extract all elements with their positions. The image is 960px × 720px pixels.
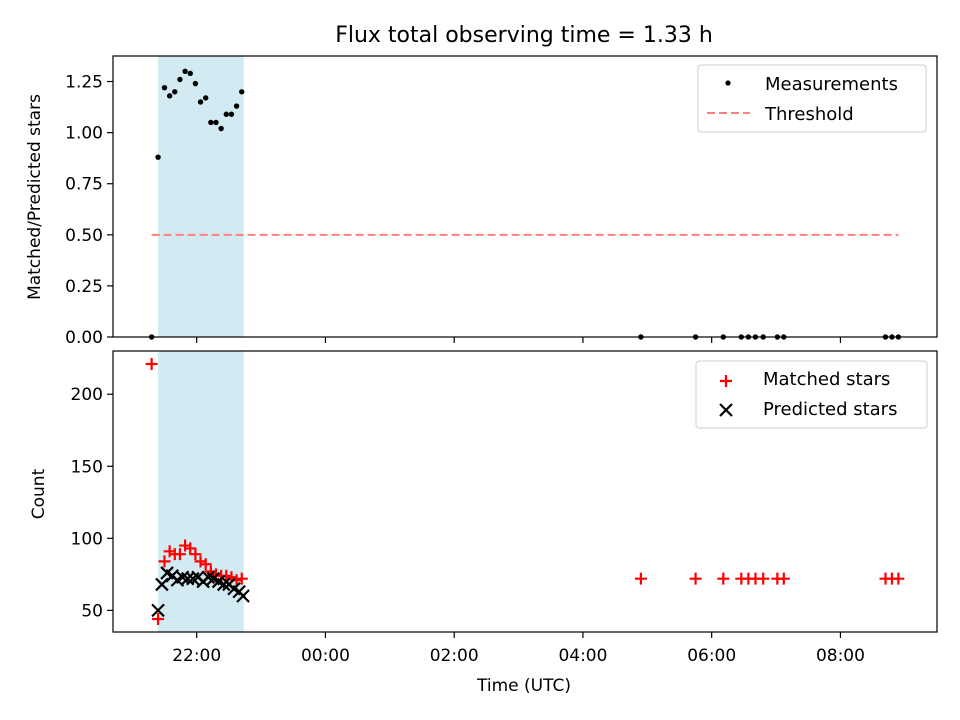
x-tick-label: 00:00 <box>301 646 350 666</box>
matched-point <box>777 572 790 585</box>
y-tick-label: 0.75 <box>65 175 103 195</box>
top-panel: 0.00 0.25 0.50 0.75 1.00 1.25 Matched/Predict… <box>25 55 938 348</box>
matched-point <box>173 548 186 561</box>
measurement-point <box>203 95 209 101</box>
matched-point <box>158 555 171 568</box>
y-tick-label: 200 <box>71 385 103 405</box>
measurement-point <box>172 89 178 95</box>
matched-point <box>757 572 770 585</box>
top-legend-box <box>697 64 927 133</box>
bottom-y-ticks: 50 100 150 200 <box>71 385 113 621</box>
matched-point <box>892 572 905 585</box>
legend-matched-marker <box>720 375 732 387</box>
bottom-y-axis-label: Count <box>29 468 49 519</box>
legend-measurement-marker <box>725 80 731 86</box>
top-x-ticks <box>196 337 842 343</box>
legend-predicted-marker <box>719 403 733 417</box>
bottom-shaded-interval <box>158 351 244 632</box>
top-y-ticks: 0.00 0.25 0.50 0.75 1.00 1.25 <box>65 73 113 348</box>
measurement-point <box>192 80 199 87</box>
measurement-point <box>228 111 235 117</box>
y-tick-label: 1.25 <box>65 73 103 93</box>
matched-point <box>199 558 212 571</box>
matched-point <box>189 548 202 561</box>
measurement-point <box>223 111 229 117</box>
top-legend: Measurements Threshold <box>697 64 927 133</box>
matched-point <box>179 539 192 552</box>
bottom-panel: 50 100 150 200 22:00 00:00 02:00 04:00 06:00 08:… <box>29 350 938 666</box>
top-y-axis-label: Matched/Predicted stars <box>25 94 45 300</box>
matched-point <box>634 572 647 585</box>
predicted-point <box>236 589 250 603</box>
x-tick-label: 02:00 <box>430 646 479 666</box>
top-plot-frame <box>112 55 938 338</box>
measurement-point <box>155 154 161 160</box>
bottom-x-ticks: 22:00 00:00 02:00 04:00 06:00 08:00 <box>172 632 865 666</box>
matched-point <box>220 569 233 582</box>
measurement-point <box>218 125 224 132</box>
measurement-point <box>233 103 240 109</box>
measurement-point <box>166 93 173 99</box>
x-tick-label: 22:00 <box>172 646 221 666</box>
bottom-plot-frame <box>112 350 938 633</box>
y-tick-label: 1.00 <box>65 124 103 144</box>
measurement-point <box>182 68 188 75</box>
y-tick-label: 150 <box>71 457 103 477</box>
measurement-point <box>161 84 168 91</box>
measurement-point <box>208 119 214 126</box>
figure-title: Flux total observing time = 1.33 h <box>335 23 713 48</box>
measurement-point <box>239 89 245 95</box>
matched-point <box>152 613 165 626</box>
measurement-point <box>177 76 183 83</box>
bottom-legend-box <box>695 360 928 429</box>
y-tick-label: 100 <box>71 529 103 549</box>
y-tick-label: 0.00 <box>65 328 103 348</box>
matched-point <box>689 572 702 585</box>
y-tick-label: 0.50 <box>65 226 103 246</box>
legend-threshold-label: Threshold <box>764 104 854 125</box>
x-tick-label: 04:00 <box>558 646 607 666</box>
y-tick-label: 50 <box>81 601 103 621</box>
predicted-point <box>216 577 231 592</box>
measurement-point <box>213 119 219 126</box>
matched-point <box>717 572 730 585</box>
x-axis-label: Time (UTC) <box>476 676 571 696</box>
matched-point <box>145 357 158 370</box>
predicted-point <box>155 577 169 592</box>
matched-point <box>194 555 207 568</box>
matched-point <box>163 545 176 558</box>
x-tick-label: 08:00 <box>816 646 865 666</box>
x-tick-label: 06:00 <box>687 646 736 666</box>
matched-point <box>184 542 197 555</box>
legend-predicted-label: Predicted stars <box>763 399 897 420</box>
legend-measurements-label: Measurements <box>765 74 898 95</box>
measurement-point <box>187 70 193 77</box>
matched-point <box>235 572 248 585</box>
measurement-point <box>197 99 204 105</box>
bottom-marks <box>145 357 905 626</box>
y-tick-label: 0.25 <box>65 277 103 297</box>
legend-matched-label: Matched stars <box>763 369 890 390</box>
predicted-point <box>151 603 165 618</box>
bottom-legend: Matched stars Predicted stars <box>695 360 928 429</box>
